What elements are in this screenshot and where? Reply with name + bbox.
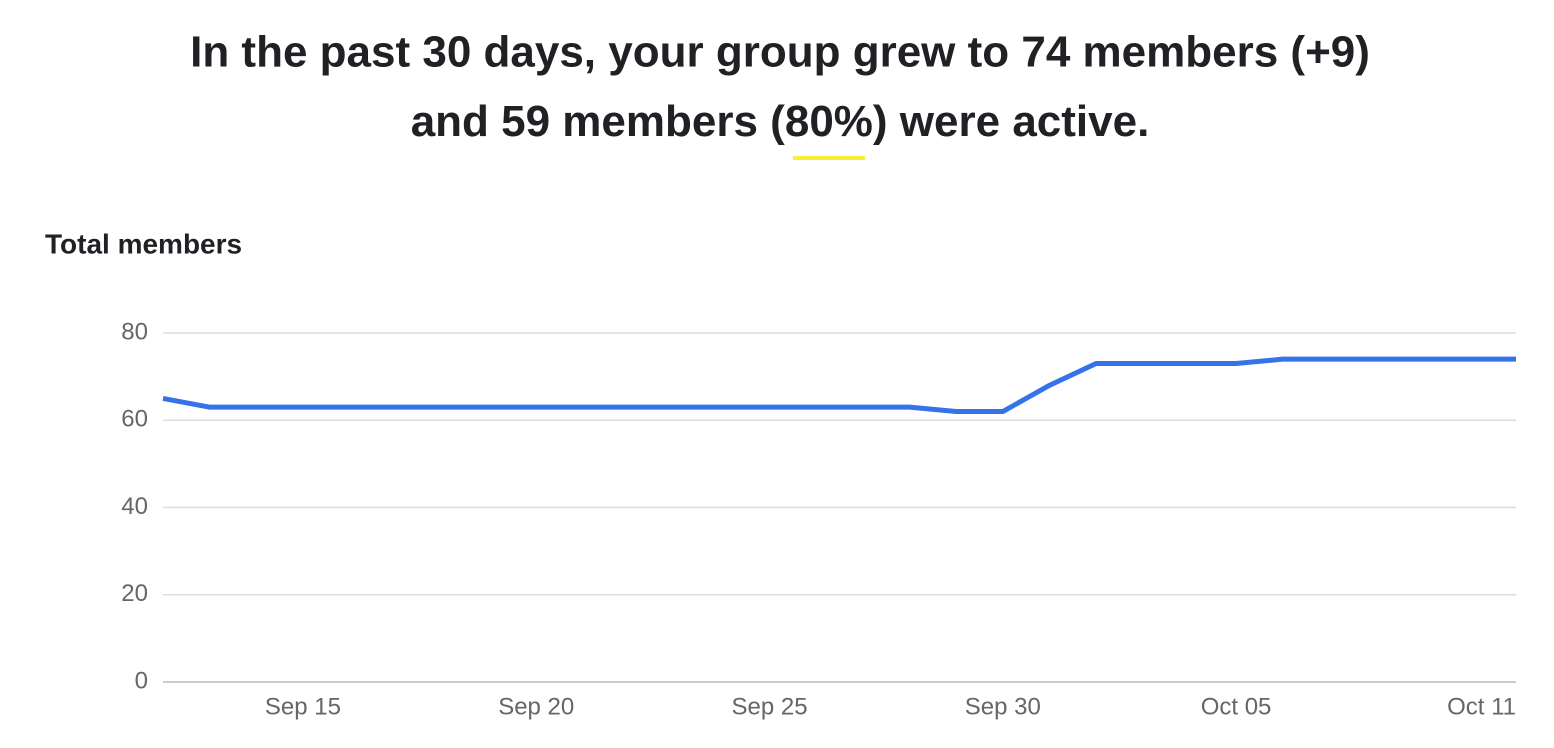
headline-text: and 59 members ( bbox=[411, 97, 785, 146]
headline-highlight: 80% bbox=[785, 97, 873, 146]
y-tick-label: 60 bbox=[121, 406, 148, 433]
highlight-underline bbox=[792, 156, 865, 160]
chart-title: Total members bbox=[45, 228, 242, 259]
headline-text: ) were active. bbox=[873, 97, 1149, 146]
series-line bbox=[162, 356, 1516, 415]
x-tick-label: Sep 25 bbox=[731, 693, 807, 720]
y-tick-label: 20 bbox=[121, 580, 148, 607]
x-tick-label: Sep 15 bbox=[265, 693, 341, 720]
x-tick-label: Sep 30 bbox=[965, 693, 1041, 720]
y-tick-label: 80 bbox=[121, 318, 148, 345]
x-tick-label: Oct 11 bbox=[1447, 693, 1516, 720]
headline-line: and 59 members (80%) were active. bbox=[411, 97, 1150, 146]
headline-line: In the past 30 days, your group grew to … bbox=[190, 28, 1370, 77]
x-tick-label: Sep 20 bbox=[498, 693, 574, 720]
y-tick-label: 40 bbox=[121, 493, 148, 520]
y-tick-label: 0 bbox=[135, 667, 148, 694]
x-tick-label: Oct 05 bbox=[1201, 693, 1272, 720]
